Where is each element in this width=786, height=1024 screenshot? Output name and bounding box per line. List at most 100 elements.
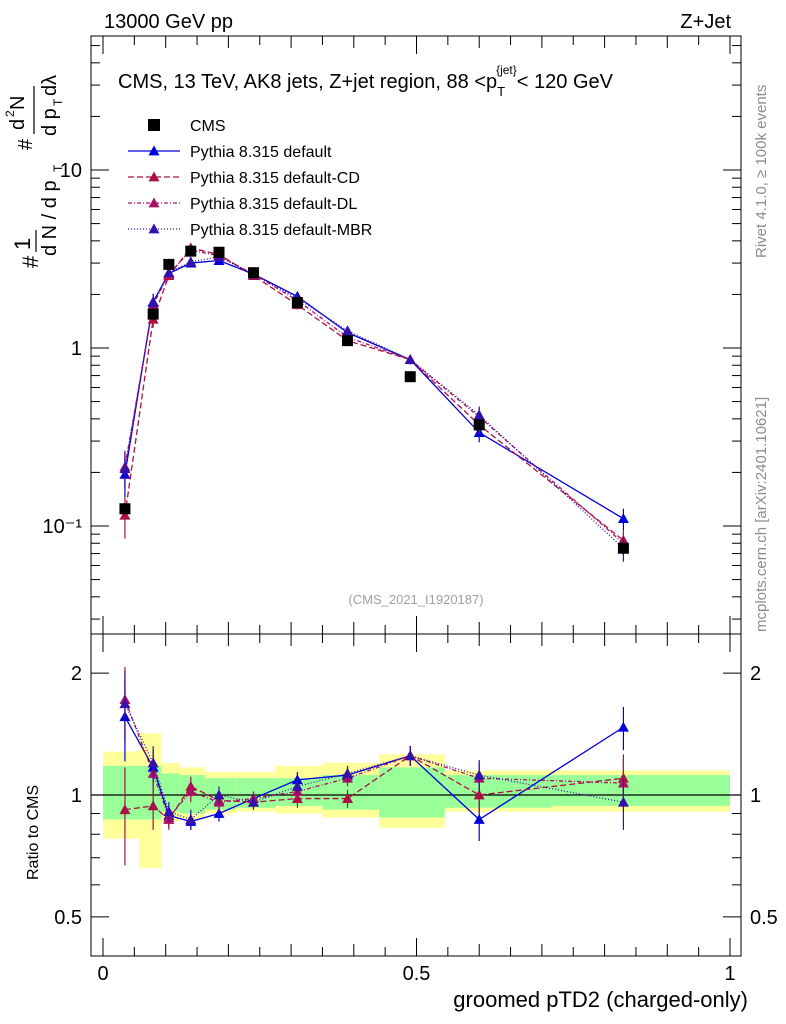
data-point-upper [185, 256, 197, 267]
chart-title-suffix: < 120 GeV [517, 71, 614, 93]
svg-text:T: T [51, 98, 65, 106]
svg-text:N: N [7, 96, 29, 110]
legend: CMS Pythia 8.315 default Pythia 8.315 defa… [128, 118, 372, 239]
ratio-band-inner [160, 773, 180, 812]
data-point-upper [163, 267, 175, 278]
data-point-ratio [185, 786, 197, 796]
x-axis-label: groomed pTD2 (charged-only) [453, 987, 748, 1012]
y-axis-label-ratio: Ratio to CMS [25, 785, 42, 880]
svg-text:#: # [15, 138, 37, 150]
chart-title-sup: {jet} [496, 63, 517, 77]
series-line-upper [124, 256, 624, 549]
x-tick-label: 0 [97, 963, 108, 985]
data-point-ratio [342, 793, 354, 803]
data-point-upper [147, 297, 159, 307]
data-point-ratio [291, 780, 303, 791]
data-point-ratio [185, 813, 197, 824]
legend-marker [148, 145, 160, 156]
legend-label: CMS [190, 118, 226, 135]
data-point-upper [473, 409, 485, 420]
y-tick-label-ratio-right: 2 [750, 663, 761, 685]
chart-title-sub: T [497, 84, 505, 99]
data-point-ratio [163, 806, 175, 816]
data-point-cms [473, 419, 485, 431]
chart-title: CMS, 13 TeV, AK8 jets, Z+jet region, 88 … [118, 63, 614, 99]
svg-text:d p: d p [39, 108, 61, 136]
legend-label: Pythia 8.315 default [190, 144, 332, 161]
data-point-upper [119, 509, 131, 520]
y-tick-label-ratio: 1 [71, 785, 82, 807]
legend-marker [148, 197, 160, 208]
data-point-cms [342, 335, 354, 347]
data-point-ratio [213, 789, 225, 800]
data-point-cms [163, 258, 175, 270]
y-tick-label-upper: 1 [71, 338, 82, 360]
legend-label: Pythia 8.315 default-MBR [190, 222, 372, 239]
axis-ticks: 10⁻¹ 1 10 0.5 0.5 1 1 2 2 0 0.5 1 [43, 36, 778, 985]
ratio-band-inner [551, 775, 730, 806]
rivet-label: Rivet 4.1.0, ≥ 100k events [753, 85, 770, 258]
series-markers [119, 242, 629, 866]
svg-text:d: d [7, 119, 29, 130]
data-point-ratio [247, 796, 259, 807]
data-point-ratio [473, 769, 485, 780]
data-point-cms [291, 297, 303, 309]
svg-text:d: d [39, 85, 61, 96]
series-lines [124, 247, 624, 823]
header-right: Z+Jet [680, 11, 731, 33]
data-point-cms [247, 267, 259, 279]
svg-text:#: # [18, 255, 43, 268]
y-axis-label-upper: # 1 d N / d p T # d 2 N d p T d λ [3, 75, 65, 268]
legend-label: Pythia 8.315 default-DL [190, 196, 357, 213]
series-line-ratio [124, 699, 624, 819]
analysis-tag: (CMS_2021_I1920187) [348, 592, 483, 607]
x-tick-label: 1 [724, 963, 735, 985]
mcplots-label: mcplots.cern.ch [arXiv:2401.10621] [753, 397, 770, 632]
data-point-ratio [147, 800, 159, 811]
upper-frame [90, 35, 742, 635]
y-tick-label-ratio-right: 0.5 [750, 907, 778, 929]
data-point-cms [617, 542, 629, 554]
header-left: 13000 GeV pp [104, 11, 233, 33]
data-point-ratio [342, 768, 354, 778]
svg-text:T: T [51, 164, 65, 172]
legend-marker-cms [148, 119, 160, 131]
data-point-ratio [119, 804, 131, 815]
data-point-cms [213, 246, 225, 258]
data-point-upper [617, 513, 629, 524]
data-point-ratio [119, 698, 131, 709]
data-point-ratio [617, 721, 629, 732]
data-point-upper [404, 354, 416, 365]
ratio-band-inner [103, 765, 140, 820]
data-point-ratio [473, 813, 485, 824]
y-tick-label-upper: 10 [60, 160, 82, 182]
y-tick-label-ratio-right: 1 [750, 785, 761, 807]
svg-text:1: 1 [10, 238, 35, 250]
ratio-band-inner [378, 767, 445, 818]
series-line-ratio [124, 703, 624, 821]
data-point-ratio [404, 750, 416, 761]
legend-label: Pythia 8.315 default-CD [190, 170, 360, 187]
data-point-ratio [147, 757, 159, 768]
data-point-ratio [213, 808, 225, 818]
data-point-cms [147, 308, 159, 320]
svg-text:λ: λ [39, 75, 61, 85]
data-point-upper [342, 325, 354, 336]
svg-text:2: 2 [3, 110, 17, 117]
y-tick-label-upper: 10⁻¹ [43, 516, 83, 538]
legend-marker [148, 171, 160, 182]
data-point-ratio [617, 796, 629, 807]
data-point-upper [119, 463, 131, 474]
svg-text:d N / d p: d N / d p [39, 180, 61, 256]
data-point-cms [119, 503, 131, 515]
legend-marker [148, 223, 160, 234]
data-point-cms [404, 371, 416, 383]
y-tick-label-ratio: 0.5 [54, 907, 82, 929]
x-tick-label: 0.5 [403, 963, 431, 985]
data-point-cms [185, 245, 197, 257]
y-tick-label-ratio: 2 [71, 663, 82, 685]
series-line-upper [124, 247, 624, 541]
ratio-uncertainty-bands [91, 733, 741, 869]
series-line-upper [124, 249, 624, 544]
